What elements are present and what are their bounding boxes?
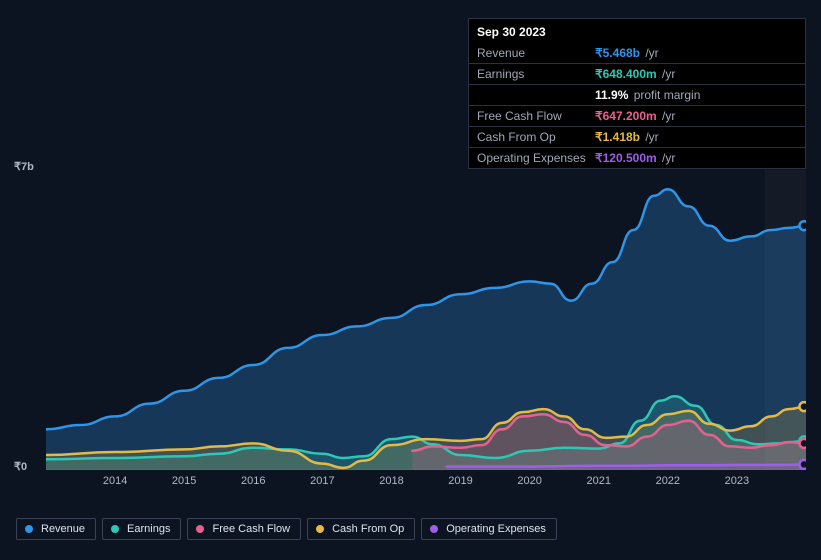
tooltip-row-label: Cash From Op xyxy=(477,129,595,145)
legend-swatch xyxy=(111,525,119,533)
tooltip-row: Free Cash Flow₹647.200m /yr xyxy=(469,105,805,126)
tooltip-panel: Sep 30 2023 Revenue₹5.468b /yrEarnings₹6… xyxy=(468,18,806,169)
legend: Revenue Earnings Free Cash Flow Cash From O… xyxy=(16,518,557,540)
tooltip-row-label: Free Cash Flow xyxy=(477,108,595,124)
legend-swatch xyxy=(316,525,324,533)
x-tick: 2020 xyxy=(517,475,541,487)
tooltip-row-label: Revenue xyxy=(477,45,595,61)
legend-item-earnings[interactable]: Earnings xyxy=(102,518,181,540)
legend-label: Earnings xyxy=(127,523,170,535)
tooltip-row-label: Operating Expenses xyxy=(477,150,595,166)
legend-swatch xyxy=(25,525,33,533)
end-marker-cash_from_op xyxy=(800,402,807,411)
x-tick: 2022 xyxy=(656,475,680,487)
tooltip-row-value: ₹120.500m xyxy=(595,151,657,165)
tooltip-row-label xyxy=(477,87,595,103)
x-tick: 2021 xyxy=(586,475,610,487)
legend-item-operating_expenses[interactable]: Operating Expenses xyxy=(421,518,557,540)
chart-svg xyxy=(46,170,806,470)
y-axis-label-zero: ₹0 xyxy=(14,460,27,473)
tooltip-row-label: Earnings xyxy=(477,66,595,82)
tooltip-row-value: ₹647.200m xyxy=(595,109,657,123)
tooltip-row: Revenue₹5.468b /yr xyxy=(469,43,805,63)
tooltip-row: Operating Expenses₹120.500m /yr xyxy=(469,147,805,168)
legend-label: Free Cash Flow xyxy=(212,523,290,535)
legend-item-cash_from_op[interactable]: Cash From Op xyxy=(307,518,415,540)
tooltip-row-value: ₹648.400m xyxy=(595,67,657,81)
x-tick: 2015 xyxy=(172,475,196,487)
tooltip-row-unit: /yr xyxy=(659,109,676,123)
tooltip-row-unit: profit margin xyxy=(630,88,700,102)
x-tick: 2019 xyxy=(448,475,472,487)
tooltip-row: Cash From Op₹1.418b /yr xyxy=(469,126,805,147)
tooltip-date: Sep 30 2023 xyxy=(469,19,805,43)
tooltip-row-unit: /yr xyxy=(642,130,659,144)
tooltip-row-value: ₹1.418b xyxy=(595,130,640,144)
end-marker-revenue xyxy=(800,221,807,230)
tooltip-row-unit: /yr xyxy=(659,67,676,81)
x-tick: 2018 xyxy=(379,475,403,487)
x-tick: 2023 xyxy=(725,475,749,487)
legend-item-revenue[interactable]: Revenue xyxy=(16,518,96,540)
legend-swatch xyxy=(430,525,438,533)
x-axis: 2014 2015 2016 2017 2018 2019 2020 2021 2022 2023 xyxy=(16,475,806,495)
x-tick: 2017 xyxy=(310,475,334,487)
chart-area[interactable]: ₹7b ₹0 xyxy=(16,170,806,500)
x-tick: 2016 xyxy=(241,475,265,487)
chart-container: Sep 30 2023 Revenue₹5.468b /yrEarnings₹6… xyxy=(0,0,821,560)
legend-label: Cash From Op xyxy=(332,523,404,535)
end-marker-free_cash_flow xyxy=(800,439,807,448)
tooltip-row-unit: /yr xyxy=(642,46,659,60)
tooltip-row-value: ₹5.468b xyxy=(595,46,640,60)
y-axis-label-max: ₹7b xyxy=(14,160,34,173)
tooltip-row-value: 11.9% xyxy=(595,88,628,102)
tooltip-row-unit: /yr xyxy=(659,151,676,165)
legend-label: Operating Expenses xyxy=(446,523,546,535)
tooltip-row: Earnings₹648.400m /yr xyxy=(469,63,805,84)
x-tick: 2014 xyxy=(103,475,127,487)
end-marker-operating_expenses xyxy=(800,460,807,469)
tooltip-row: 11.9% profit margin xyxy=(469,84,805,105)
legend-item-free_cash_flow[interactable]: Free Cash Flow xyxy=(187,518,301,540)
legend-swatch xyxy=(196,525,204,533)
legend-label: Revenue xyxy=(41,523,85,535)
